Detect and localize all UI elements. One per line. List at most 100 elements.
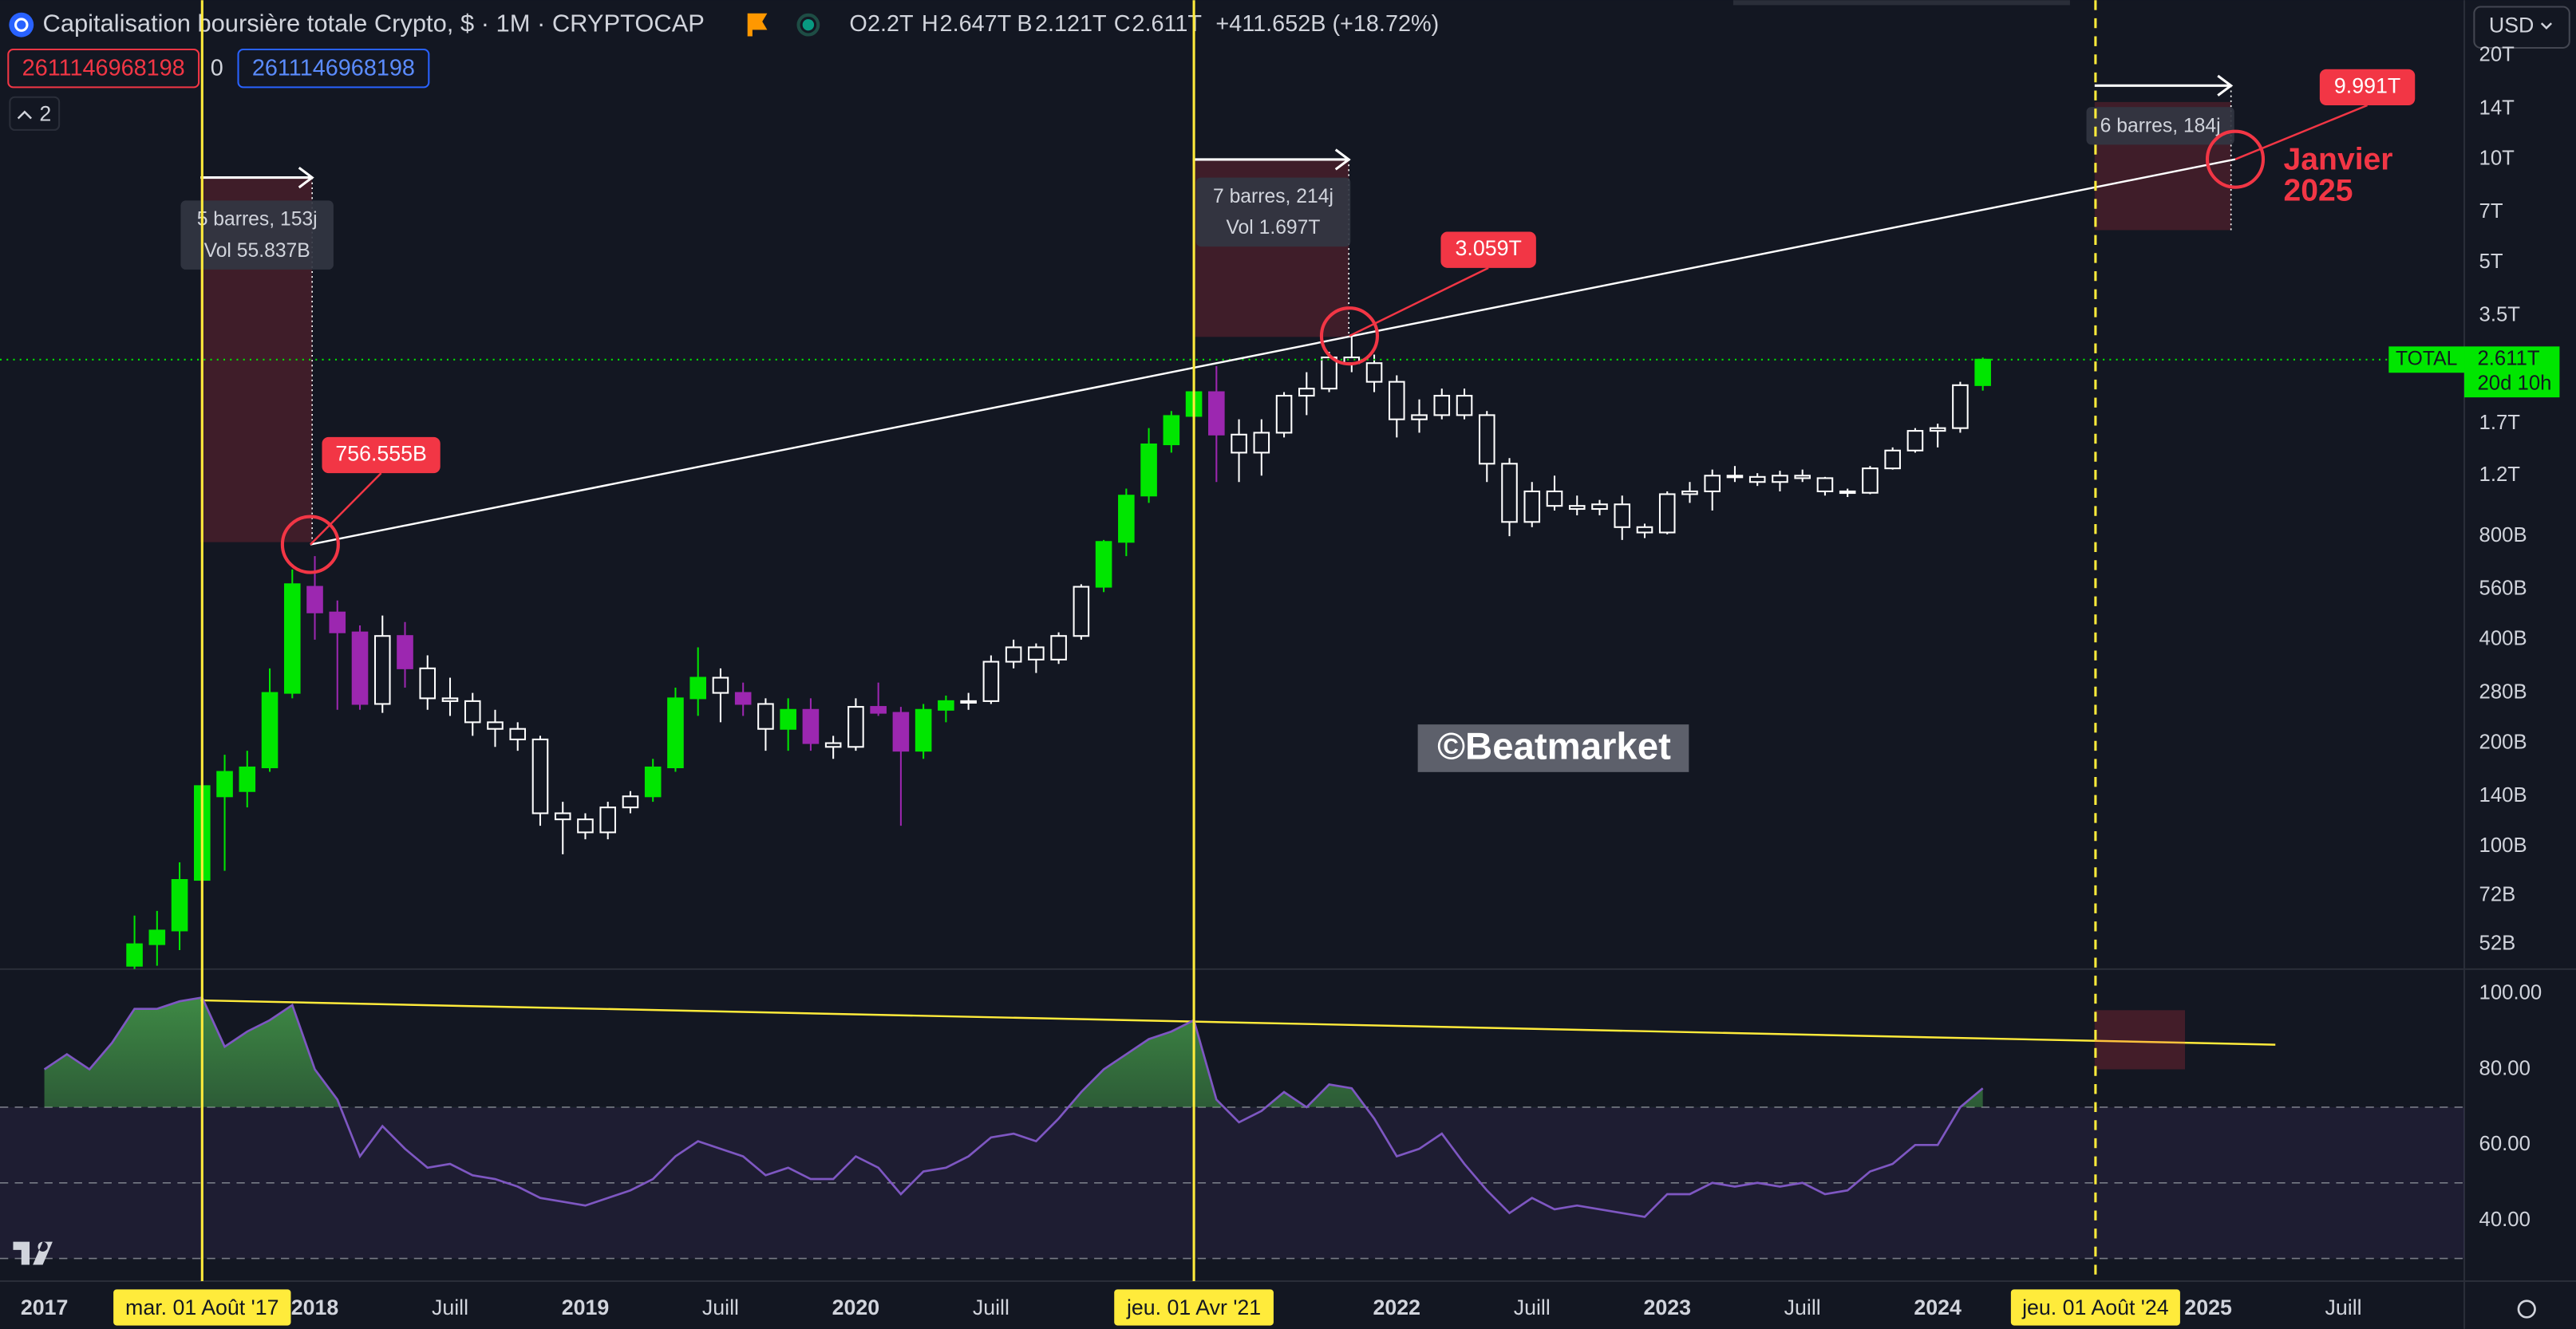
currency-button[interactable]	[2473, 6, 2570, 49]
y-tick-label: 100B	[2479, 834, 2527, 857]
candle-body	[780, 708, 796, 730]
ohlc-key: H	[922, 11, 938, 37]
candle-body	[1275, 395, 1293, 434]
price-marker	[2205, 129, 2266, 189]
candle-body	[960, 700, 977, 704]
ohlc-value: 2.2T	[867, 11, 914, 37]
symbol-icon-ring	[14, 18, 29, 32]
rsi-trend-line	[200, 999, 2276, 1046]
y-tick-label: 1.7T	[2479, 412, 2521, 434]
candle-body	[1411, 414, 1428, 420]
marker-connector	[309, 472, 382, 546]
marker-label: 756.555B	[335, 442, 427, 466]
x-tick-label: Juill	[2325, 1295, 2362, 1319]
ohlc-key: C	[1114, 11, 1131, 37]
candle-body	[1974, 358, 1991, 386]
candle-body	[1478, 414, 1495, 465]
range-info-box	[2086, 107, 2234, 145]
candle-body	[847, 706, 864, 748]
layers-toggle[interactable]	[9, 96, 61, 131]
x-tick-label: Juill	[973, 1295, 1009, 1319]
watermark-box	[1417, 724, 1689, 772]
range-bars: 7 barres, 214j	[1213, 186, 1333, 207]
y-tick-label: 560B	[2479, 578, 2527, 600]
input-value: 2611146968198	[252, 55, 415, 81]
candle-body	[667, 697, 684, 768]
price-marker	[1319, 306, 1380, 366]
marker-label-box	[322, 436, 441, 474]
candle-body	[1005, 646, 1022, 663]
x-tick-label: 2019	[562, 1295, 610, 1319]
candle-body	[1681, 490, 1698, 495]
date-pill	[2010, 1289, 2180, 1326]
y-tick-label: 800B	[2479, 524, 2527, 546]
candle-body	[1658, 493, 1676, 534]
range-bars: 5 barres, 153j	[197, 209, 318, 231]
range-volume: Vol 55.837B	[204, 240, 310, 262]
candle-body	[419, 667, 437, 700]
ohlc-key: B	[1017, 11, 1032, 37]
candle-body	[1501, 463, 1518, 523]
currency: USD	[2489, 13, 2534, 37]
candle-body	[1523, 490, 1541, 523]
candle-body	[577, 818, 594, 834]
flag-icon[interactable]	[747, 13, 768, 37]
status-dot	[802, 18, 815, 31]
candle-body	[487, 721, 504, 730]
candle-body	[1163, 415, 1180, 446]
y-tick-label: 72B	[2479, 884, 2516, 906]
date-label: mar. 01 Août '17	[125, 1295, 279, 1319]
x-tick-label: Juill	[432, 1295, 468, 1319]
candle-body	[1794, 475, 1811, 479]
candle-body	[261, 692, 279, 768]
candle-body	[126, 943, 143, 967]
candle-body	[351, 631, 369, 705]
marker-label-box	[1440, 231, 1536, 268]
y-tick-label: 52B	[2479, 932, 2516, 954]
ohlc-change: +411.652B (+18.72%)	[1215, 11, 1439, 37]
candle-body	[239, 766, 256, 792]
candle-body	[1298, 388, 1315, 397]
candle-body	[982, 661, 1000, 702]
candle-body	[757, 703, 774, 730]
date-label: jeu. 01 Août '24	[2021, 1295, 2169, 1319]
last-price-symbol-box	[2388, 346, 2465, 373]
input-box[interactable]	[7, 48, 200, 89]
candle-body	[1253, 432, 1270, 454]
candle-body	[1839, 490, 1856, 495]
watermark: ©Beatmarket	[1437, 726, 1671, 768]
candle-body	[1073, 586, 1090, 637]
candle-body	[892, 712, 910, 752]
candle-body	[870, 706, 887, 714]
settings-icon[interactable]	[2517, 1299, 2536, 1319]
candle-body	[1726, 475, 1744, 479]
candle-body	[1614, 503, 1631, 528]
candle-body	[509, 728, 527, 740]
rsi-overbought-fill	[44, 997, 1983, 1107]
ohlc-value: 2.121T	[1035, 11, 1107, 37]
y-tick-label: 3.5T	[2479, 304, 2521, 326]
last-price-symbol: TOTAL	[2396, 348, 2457, 369]
candle-body	[1704, 475, 1721, 493]
trend-line	[310, 158, 2236, 546]
candle-body	[1636, 526, 1653, 534]
rsi-pane	[0, 996, 2465, 1260]
candle-body	[1884, 449, 1901, 470]
candle-body	[689, 676, 706, 700]
range-volume: Vol 1.697T	[1226, 217, 1320, 239]
status-ring	[796, 13, 820, 37]
candle-body	[1231, 433, 1247, 454]
candle-body	[1208, 391, 1225, 436]
candle-body	[441, 697, 459, 702]
candle-body	[1906, 430, 1924, 452]
input-box[interactable]	[237, 48, 430, 89]
candle-body	[1862, 467, 1879, 494]
date-pill	[113, 1289, 291, 1326]
candle-body	[216, 771, 233, 798]
candle-body	[1095, 541, 1112, 588]
tv-logo	[13, 1241, 53, 1265]
rsi-tick-label: 80.00	[2479, 1057, 2531, 1079]
candle-body	[938, 700, 954, 711]
y-tick-label: 14T	[2479, 97, 2515, 119]
